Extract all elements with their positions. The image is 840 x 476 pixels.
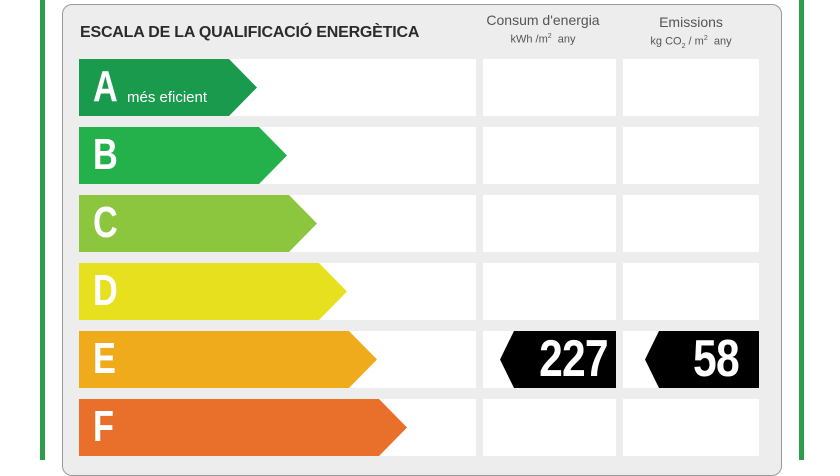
class-bar-area: F (79, 399, 476, 456)
energy-value-cell (483, 59, 616, 116)
class-letter: B (93, 130, 118, 179)
emissions-value-cell (623, 195, 759, 252)
emissions-column-header: Emissions kg CO2 / m2 any (623, 13, 759, 55)
class-arrow-d: D (79, 263, 347, 320)
emissions-value-cell (623, 399, 759, 456)
emissions-value-cell (623, 59, 759, 116)
energy-value-cell (483, 195, 616, 252)
class-arrow-f: F (79, 399, 407, 456)
class-letter: D (93, 266, 118, 315)
scale-title: ESCALA DE LA QUALIFICACIÓ ENERGÈTICA (80, 24, 420, 41)
rating-marker-shape (645, 331, 759, 388)
energy-class-row: C (0, 195, 840, 252)
class-arrow-e: E (79, 331, 377, 388)
emissions-value: 58 (693, 330, 740, 388)
emissions-rating-marker: 58 (623, 331, 759, 388)
energy-value-cell (483, 263, 616, 320)
class-letter: E (93, 334, 116, 383)
class-letter: F (93, 402, 114, 451)
energy-class-row: E 227 58 (0, 331, 840, 388)
energy-value-cell (483, 127, 616, 184)
class-arrow-c: C (79, 195, 317, 252)
class-bar-area: C (79, 195, 476, 252)
energy-value-cell: 227 (483, 331, 616, 388)
class-bar-area: E (79, 331, 476, 388)
energy-value-cell (483, 399, 616, 456)
rating-marker-shape (500, 331, 616, 388)
energy-class-row: D (0, 263, 840, 320)
class-bar-area: B (79, 127, 476, 184)
energy-value: 227 (539, 330, 609, 388)
emissions-unit: kg CO2 / m2 any (650, 35, 732, 50)
class-letter: A (93, 62, 118, 111)
emissions-value-cell (623, 127, 759, 184)
class-sublabel: més eficient (127, 89, 208, 106)
energy-rating-marker: 227 (483, 331, 616, 388)
energy-class-row: B (0, 127, 840, 184)
energy-unit: kWh /m2 any (510, 33, 576, 46)
emissions-heading: Emissions (659, 14, 723, 30)
energy-column-header: Consum d'energia kWh /m2 any (483, 11, 603, 48)
energy-heading: Consum d'energia (486, 12, 600, 28)
emissions-value-cell: 58 (623, 331, 759, 388)
energy-class-row: F (0, 399, 840, 456)
emissions-value-cell (623, 263, 759, 320)
class-bar-area: D (79, 263, 476, 320)
class-letter: C (93, 198, 118, 247)
class-arrow-b: B (79, 127, 287, 184)
